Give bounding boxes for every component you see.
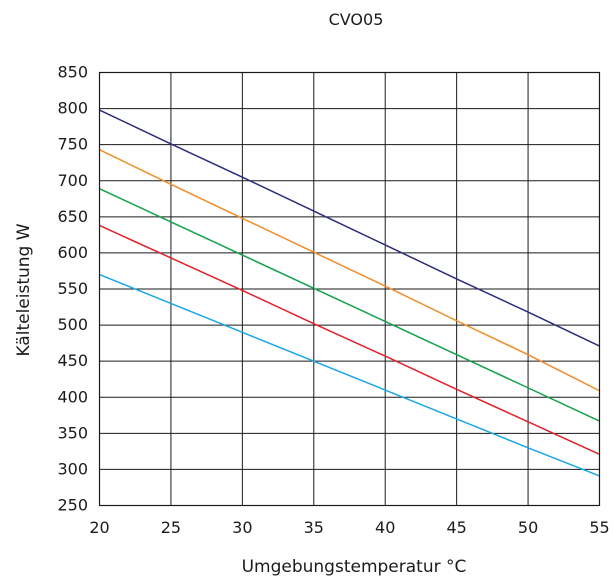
x-axis-label: Umgebungstemperatur °C: [242, 557, 467, 577]
y-tick-label-12: 850: [57, 63, 88, 82]
series-layer: [99, 109, 600, 477]
y-tick-label-11: 800: [57, 99, 88, 118]
y-tick-label-6: 550: [57, 279, 88, 298]
y-tick-label-4: 450: [57, 351, 88, 370]
x-tick-label-7: 55: [589, 518, 609, 537]
series-line-0: [99, 109, 600, 347]
x-tick-label-2: 30: [232, 518, 252, 537]
series-line-2: [99, 188, 600, 422]
y-tick-label-9: 700: [57, 171, 88, 190]
y-tick-label-5: 500: [57, 315, 88, 334]
y-tick-label-3: 400: [57, 387, 88, 406]
series-line-4: [99, 273, 600, 477]
x-tick-labels: 20 25 30 35 40 45 50 55: [89, 518, 609, 537]
chart-title: CVO05: [329, 10, 384, 29]
y-axis-label: Kälteleistung W: [14, 223, 34, 356]
y-tick-labels: 250 300 350 400 450 500 550 600 650 700 750 800 850: [57, 63, 88, 515]
x-tick-label-4: 40: [375, 518, 395, 537]
x-tick-label-3: 35: [304, 518, 324, 537]
x-tick-label-0: 20: [89, 518, 109, 537]
x-tick-label-1: 25: [161, 518, 181, 537]
series-line-3: [99, 224, 600, 455]
y-tick-label-2: 350: [57, 423, 88, 442]
grid-layer: [99, 72, 600, 506]
x-tick-label-5: 45: [446, 518, 466, 537]
y-tick-label-8: 650: [57, 207, 88, 226]
x-tick-label-6: 50: [518, 518, 538, 537]
series-line-1: [99, 149, 600, 392]
y-tick-label-7: 600: [57, 243, 88, 262]
y-tick-label-1: 300: [57, 459, 88, 478]
y-tick-label-10: 750: [57, 135, 88, 154]
y-tick-label-0: 250: [57, 496, 88, 515]
plot-frame: [98, 71, 601, 507]
